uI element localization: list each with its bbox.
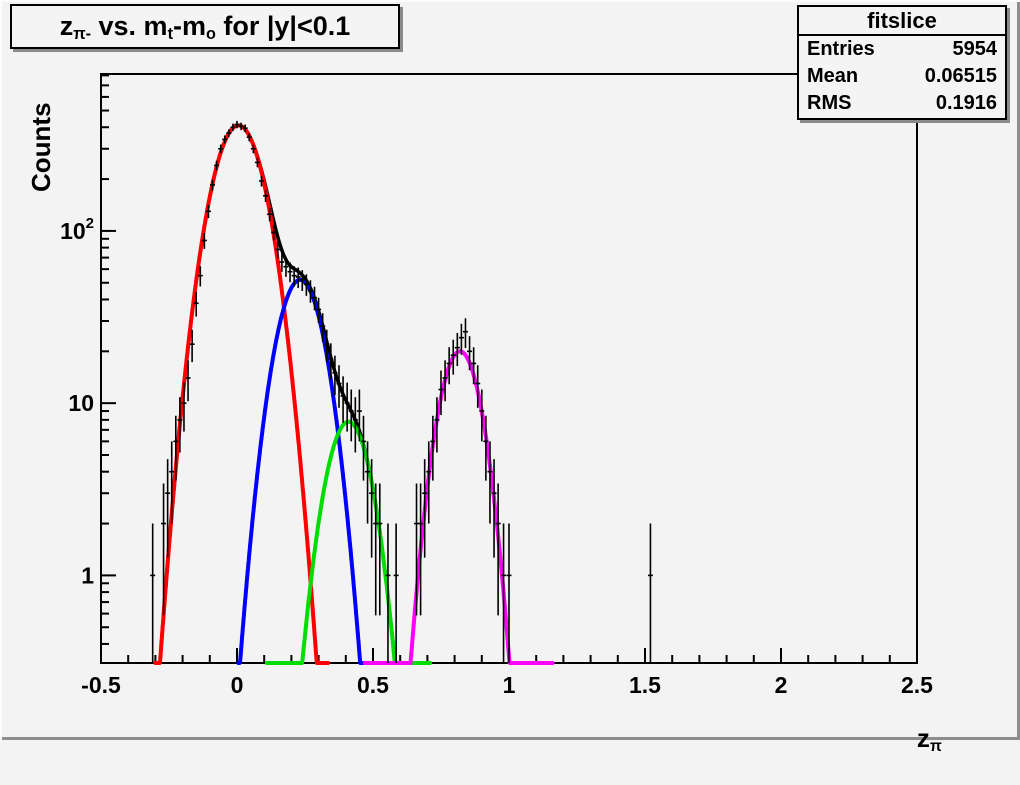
y-axis-ticks bbox=[101, 74, 116, 645]
x-tick-label: -0.5 bbox=[81, 672, 121, 698]
x-axis-title: zπ bbox=[888, 692, 942, 785]
plot-title-box: zπ- vs. mt-mo for |y|<0.1 bbox=[10, 4, 400, 49]
x-tick-label: 1 bbox=[503, 672, 516, 698]
stats-value-rms: 0.1916 bbox=[935, 92, 997, 114]
x-tick-label: 0 bbox=[231, 672, 244, 698]
plot-title: zπ- vs. mt-mo for |y|<0.1 bbox=[59, 11, 351, 44]
y-tick-label: 10 bbox=[68, 390, 94, 416]
fit-curve-gaussian-peak-4 bbox=[362, 349, 555, 665]
stats-row-entries: Entries 5954 bbox=[799, 36, 1005, 63]
stats-value-mean: 0.06515 bbox=[924, 65, 997, 87]
stats-box: fitslice Entries 5954 Mean 0.06515 RMS 0… bbox=[797, 5, 1007, 120]
stats-row-mean: Mean 0.06515 bbox=[799, 63, 1005, 90]
stats-label-entries: Entries bbox=[807, 38, 875, 60]
root-canvas: -0.5 0 0.5 1 1.5 2 2.5 1 10 102 zπ- vs. mt-mo for… bbox=[10, 4, 1007, 755]
stats-label-mean: Mean bbox=[807, 65, 859, 87]
plot-area: -0.5 0 0.5 1 1.5 2 2.5 1 10 102 bbox=[60, 73, 933, 698]
y-tick-label: 102 bbox=[60, 215, 94, 244]
stats-row-rms: RMS 0.1916 bbox=[799, 90, 1005, 117]
data-points bbox=[150, 120, 653, 663]
stats-label-rms: RMS bbox=[807, 92, 852, 114]
y-axis-title: Counts bbox=[26, 102, 56, 192]
x-tick-label: 1.5 bbox=[629, 672, 661, 698]
x-tick-label: 2 bbox=[775, 672, 788, 698]
x-tick-label: 0.5 bbox=[357, 672, 389, 698]
x-axis-title-text: zπ bbox=[916, 723, 942, 755]
fit-curve-gaussian-peak-1 bbox=[153, 123, 331, 665]
stats-title: fitslice bbox=[799, 7, 1005, 36]
y-tick-label: 1 bbox=[81, 562, 94, 588]
stats-value-entries: 5954 bbox=[952, 38, 998, 60]
x-tick-label: 2.5 bbox=[901, 672, 933, 698]
